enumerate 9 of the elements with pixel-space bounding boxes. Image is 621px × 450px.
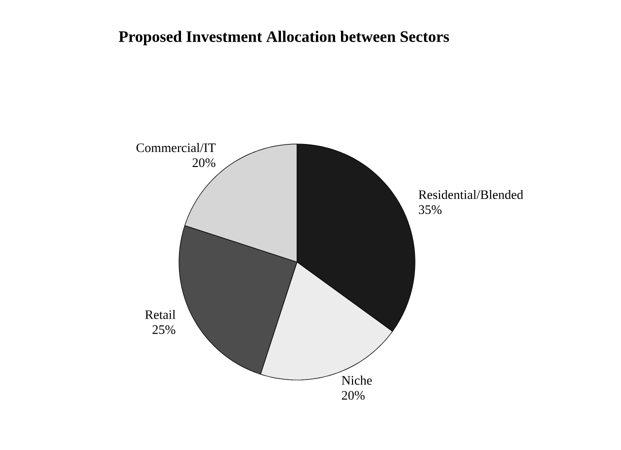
data-label: 35% [418,205,442,214]
data-label: 20% [192,158,216,168]
chart-title: Proposed Investment Allocation between Sectors [118,30,449,46]
data-label: 25% [152,325,176,334]
slice-label: Commercial/IT [136,143,216,152]
slice-label: Retail [145,310,176,320]
data-label: 20% [342,390,365,400]
slice-label: Residential/Blended [418,190,524,200]
slice-label: Niche [342,376,372,385]
